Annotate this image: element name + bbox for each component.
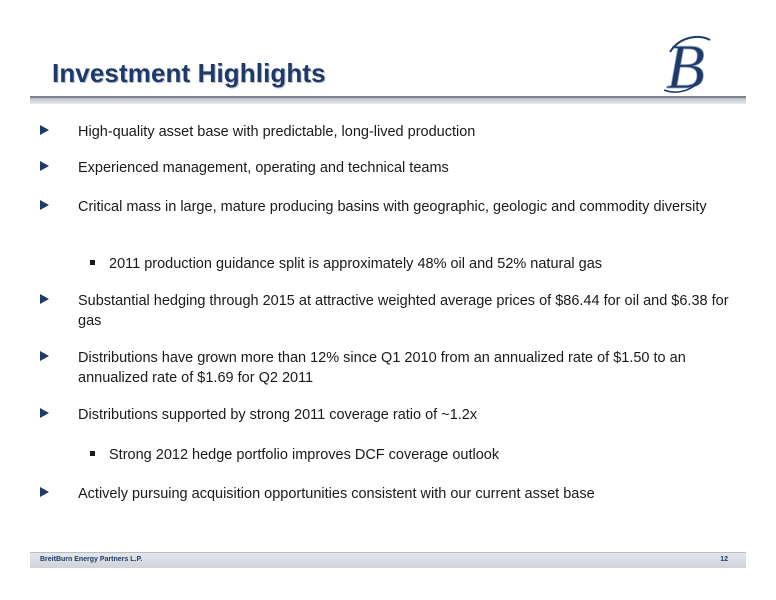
footer-company-name: BreitBurn Energy Partners L.P. bbox=[40, 556, 143, 563]
list-item-text: Experienced management, operating and te… bbox=[78, 160, 449, 176]
triangle-bullet-icon bbox=[40, 351, 49, 361]
list-item-text: Substantial hedging through 2015 at attr… bbox=[78, 293, 729, 329]
title-divider-line bbox=[30, 96, 746, 98]
page-number: 12 bbox=[720, 556, 728, 563]
page-title: Investment Highlights bbox=[52, 58, 326, 88]
triangle-bullet-icon bbox=[40, 294, 49, 304]
triangle-bullet-icon bbox=[40, 161, 49, 171]
list-item-text: High-quality asset base with predictable… bbox=[78, 124, 476, 140]
list-item-text: Distributions have grown more than 12% s… bbox=[78, 350, 686, 386]
sub-list-item-text: 2011 production guidance split is approx… bbox=[109, 256, 603, 272]
square-bullet-icon bbox=[90, 260, 95, 265]
title-divider bbox=[30, 96, 746, 104]
list-item-text: Critical mass in large, mature producing… bbox=[78, 199, 707, 215]
list-item-text: Actively pursuing acquisition opportunit… bbox=[78, 486, 595, 502]
triangle-bullet-icon bbox=[40, 408, 49, 418]
triangle-bullet-icon bbox=[40, 487, 49, 497]
footer-bar: BreitBurn Energy Partners L.P. 12 bbox=[30, 552, 746, 568]
company-logo: B bbox=[663, 31, 711, 96]
sub-list-item-text: Strong 2012 hedge portfolio improves DCF… bbox=[109, 447, 500, 463]
square-bullet-icon bbox=[90, 451, 95, 456]
triangle-bullet-icon bbox=[40, 200, 49, 210]
triangle-bullet-icon bbox=[40, 125, 49, 135]
logo-letter: B bbox=[666, 31, 705, 96]
list-item-text: Distributions supported by strong 2011 c… bbox=[78, 407, 478, 423]
